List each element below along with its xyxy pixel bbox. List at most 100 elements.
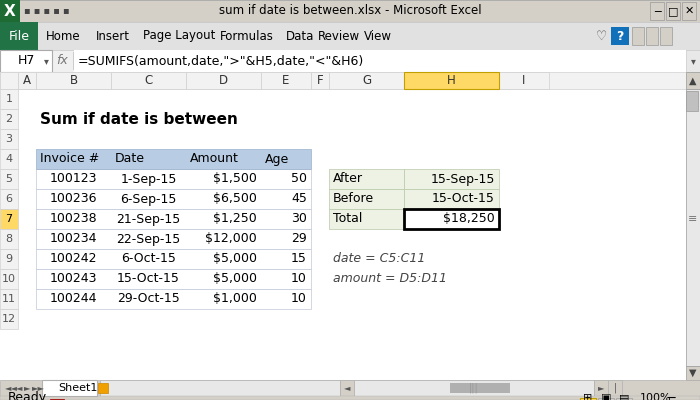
Bar bbox=[0, 50, 52, 72]
Bar bbox=[0, 289, 18, 309]
Text: 21-Sep-15: 21-Sep-15 bbox=[116, 212, 181, 226]
Text: 30: 30 bbox=[291, 212, 307, 226]
Bar bbox=[499, 229, 549, 249]
Bar bbox=[329, 89, 404, 109]
Text: 7: 7 bbox=[6, 214, 13, 224]
Text: B: B bbox=[69, 74, 78, 87]
Bar bbox=[186, 169, 261, 189]
Bar bbox=[632, 27, 644, 45]
Text: ─: ─ bbox=[654, 6, 660, 16]
Text: Home: Home bbox=[46, 30, 80, 42]
Bar bbox=[329, 149, 404, 169]
Text: D: D bbox=[219, 74, 228, 87]
Bar bbox=[580, 398, 596, 400]
Text: 100242: 100242 bbox=[50, 252, 97, 266]
Bar bbox=[329, 209, 404, 229]
Bar bbox=[686, 89, 700, 366]
Bar bbox=[18, 209, 36, 229]
Bar bbox=[404, 289, 499, 309]
Text: =SUMIFS(amount,date,">"&H5,date,"<"&H6): =SUMIFS(amount,date,">"&H5,date,"<"&H6) bbox=[78, 54, 364, 68]
Bar bbox=[499, 249, 549, 269]
Bar bbox=[0, 269, 18, 289]
Bar bbox=[18, 72, 36, 89]
Bar bbox=[18, 229, 36, 249]
Text: F: F bbox=[316, 74, 323, 87]
Bar bbox=[499, 72, 549, 89]
Bar bbox=[36, 289, 111, 309]
Bar bbox=[329, 289, 404, 309]
Bar bbox=[404, 189, 499, 209]
Text: $12,000: $12,000 bbox=[205, 232, 257, 246]
Bar bbox=[340, 380, 354, 396]
Bar bbox=[329, 109, 404, 129]
Bar bbox=[186, 269, 261, 289]
Text: 1: 1 bbox=[6, 94, 13, 104]
Bar bbox=[404, 169, 499, 189]
Bar bbox=[261, 109, 311, 129]
Bar bbox=[404, 269, 499, 289]
Text: X: X bbox=[4, 4, 16, 18]
Bar bbox=[404, 149, 499, 169]
Text: G: G bbox=[362, 74, 371, 87]
Text: 10: 10 bbox=[291, 292, 307, 306]
Bar bbox=[329, 169, 404, 189]
Bar bbox=[186, 109, 261, 129]
Bar bbox=[111, 229, 186, 249]
Text: ≡: ≡ bbox=[688, 214, 698, 224]
Bar bbox=[329, 229, 404, 249]
Bar bbox=[354, 380, 594, 396]
Text: 6: 6 bbox=[6, 194, 13, 204]
Bar bbox=[0, 380, 700, 396]
Bar bbox=[186, 209, 261, 229]
Bar bbox=[261, 209, 311, 229]
Bar bbox=[499, 109, 549, 129]
Bar bbox=[100, 380, 340, 396]
Bar bbox=[311, 229, 329, 249]
Bar bbox=[18, 149, 36, 169]
Bar bbox=[261, 309, 311, 329]
Bar bbox=[499, 129, 549, 149]
Bar bbox=[404, 109, 499, 129]
Bar bbox=[329, 189, 404, 209]
Text: fx: fx bbox=[56, 54, 68, 68]
Bar bbox=[0, 209, 18, 229]
Text: I: I bbox=[522, 74, 526, 87]
Bar bbox=[261, 269, 311, 289]
Text: ▲: ▲ bbox=[690, 76, 696, 86]
Bar bbox=[660, 27, 672, 45]
Text: Data: Data bbox=[286, 30, 314, 42]
Bar bbox=[0, 72, 700, 396]
Bar bbox=[74, 50, 686, 72]
Bar bbox=[18, 269, 36, 289]
Text: 29-Oct-15: 29-Oct-15 bbox=[117, 292, 180, 306]
Bar bbox=[36, 149, 311, 169]
Bar bbox=[111, 129, 186, 149]
Bar bbox=[18, 129, 36, 149]
Bar bbox=[499, 149, 549, 169]
Bar bbox=[404, 169, 499, 189]
Bar bbox=[36, 269, 111, 289]
Bar bbox=[36, 289, 311, 309]
Bar bbox=[73, 52, 74, 70]
Text: ►: ► bbox=[24, 384, 31, 392]
Bar bbox=[261, 89, 311, 109]
Text: ►►: ►► bbox=[32, 384, 45, 392]
Bar bbox=[18, 249, 36, 269]
Bar bbox=[404, 229, 499, 249]
Bar bbox=[261, 289, 311, 309]
Text: 15: 15 bbox=[291, 252, 307, 266]
Bar bbox=[261, 249, 311, 269]
Bar bbox=[0, 0, 700, 22]
Text: 100%: 100% bbox=[640, 393, 671, 400]
Text: Date: Date bbox=[115, 152, 145, 166]
Text: E: E bbox=[282, 74, 290, 87]
Text: Before: Before bbox=[333, 192, 374, 206]
Bar bbox=[261, 72, 311, 89]
Bar bbox=[36, 169, 311, 189]
Text: Sum if date is between: Sum if date is between bbox=[40, 112, 238, 126]
Text: 6-Oct-15: 6-Oct-15 bbox=[121, 252, 176, 266]
Bar bbox=[499, 169, 549, 189]
Bar bbox=[329, 309, 404, 329]
Bar bbox=[404, 72, 499, 89]
Text: 2: 2 bbox=[6, 114, 13, 124]
